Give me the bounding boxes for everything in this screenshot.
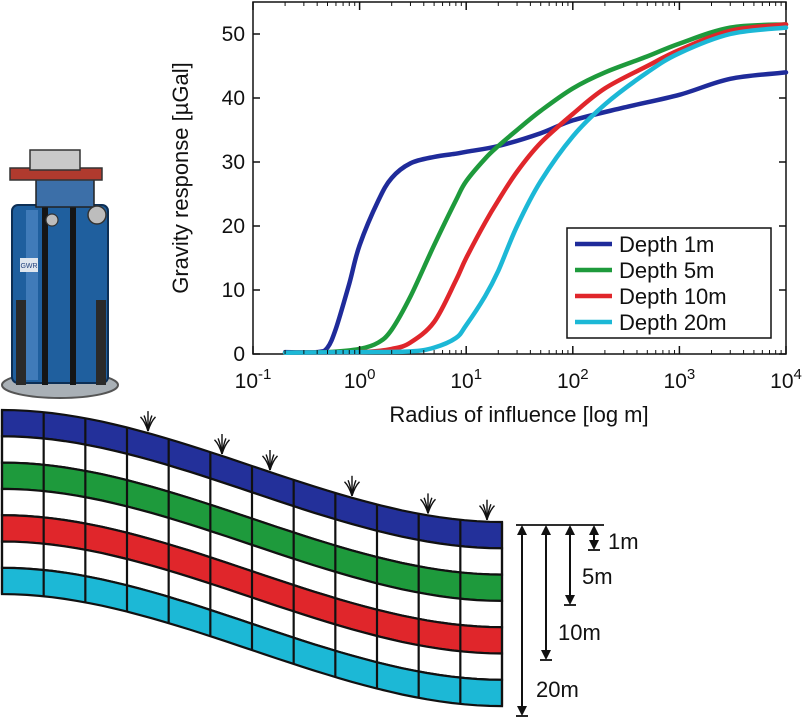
legend-label-4: Depth 20m: [619, 310, 727, 335]
instrument-knob: [87, 205, 107, 225]
series-lines: [282, 22, 789, 355]
shrub-icon: [419, 493, 437, 514]
instrument-cap: [29, 149, 81, 171]
gravimeter-instrument-picture: GWR: [1, 149, 119, 399]
series-line-2: [282, 22, 789, 355]
x-axis-label: Radius of influence [log m]: [389, 402, 648, 427]
instrument-badge-text: GWR: [20, 263, 37, 270]
x-tick-label: 100: [344, 366, 376, 393]
instrument-knob: [45, 213, 59, 227]
series-line-1: [282, 70, 789, 355]
x-axis-ticks: 10-1 100 101 102 103 104: [235, 2, 802, 393]
depth-dimension-arrows: 1m 5m 10m 20m: [516, 524, 639, 717]
y-tick-label: 30: [222, 151, 245, 174]
depth-label-1: 1m: [608, 529, 639, 554]
instrument-highlight: [26, 210, 38, 380]
instrument-badge: [20, 258, 38, 272]
depth-arrow-2: 5m: [564, 525, 613, 606]
shrub-icon: [139, 411, 157, 432]
surface-vegetation: [139, 411, 496, 520]
shrub-icon: [213, 434, 231, 455]
legend-label-1: Depth 1m: [619, 232, 714, 257]
depth-label-4: 20m: [536, 677, 579, 702]
shrub-icon: [343, 475, 361, 497]
ground-layers-diagram: [0, 408, 504, 708]
depth-arrow-3: 10m: [540, 525, 601, 661]
y-tick-label: 20: [222, 215, 245, 238]
depth-arrow-4: 20m: [516, 525, 579, 717]
y-tick-label: 40: [222, 87, 245, 110]
x-tick-label: 102: [557, 366, 589, 393]
instrument-leg-left: [16, 300, 26, 385]
depth-arrow-1: 1m: [588, 525, 639, 554]
instrument-strap-right: [70, 205, 76, 385]
y-tick-label: 50: [222, 23, 245, 46]
gravity-response-chart: 0 10 20 30 40 50 10-1 100 101 102 103 104 Radius o…: [168, 1, 802, 427]
y-axis-label: Gravity response [µGal]: [168, 62, 193, 294]
x-tick-label: 101: [450, 366, 482, 393]
legend-label-3: Depth 10m: [619, 284, 727, 309]
depth-label-2: 5m: [582, 564, 613, 589]
legend-label-2: Depth 5m: [619, 258, 714, 283]
y-tick-label: 0: [233, 343, 245, 366]
instrument-leg-right: [96, 300, 106, 385]
legend-box: [566, 227, 772, 339]
series-line-3: [282, 22, 789, 355]
depth-label-3: 10m: [558, 620, 601, 645]
shrub-icon: [261, 450, 279, 471]
y-axis-ticks: 0 10 20 30 40 50: [222, 23, 786, 366]
x-tick-label: 10-1: [235, 366, 272, 393]
instrument-strap-left: [42, 205, 48, 385]
x-tick-label: 103: [664, 366, 696, 393]
y-tick-label: 10: [222, 279, 245, 302]
series-line-4: [282, 25, 789, 355]
x-tick-label: 104: [770, 366, 802, 393]
shrub-icon: [478, 499, 496, 520]
